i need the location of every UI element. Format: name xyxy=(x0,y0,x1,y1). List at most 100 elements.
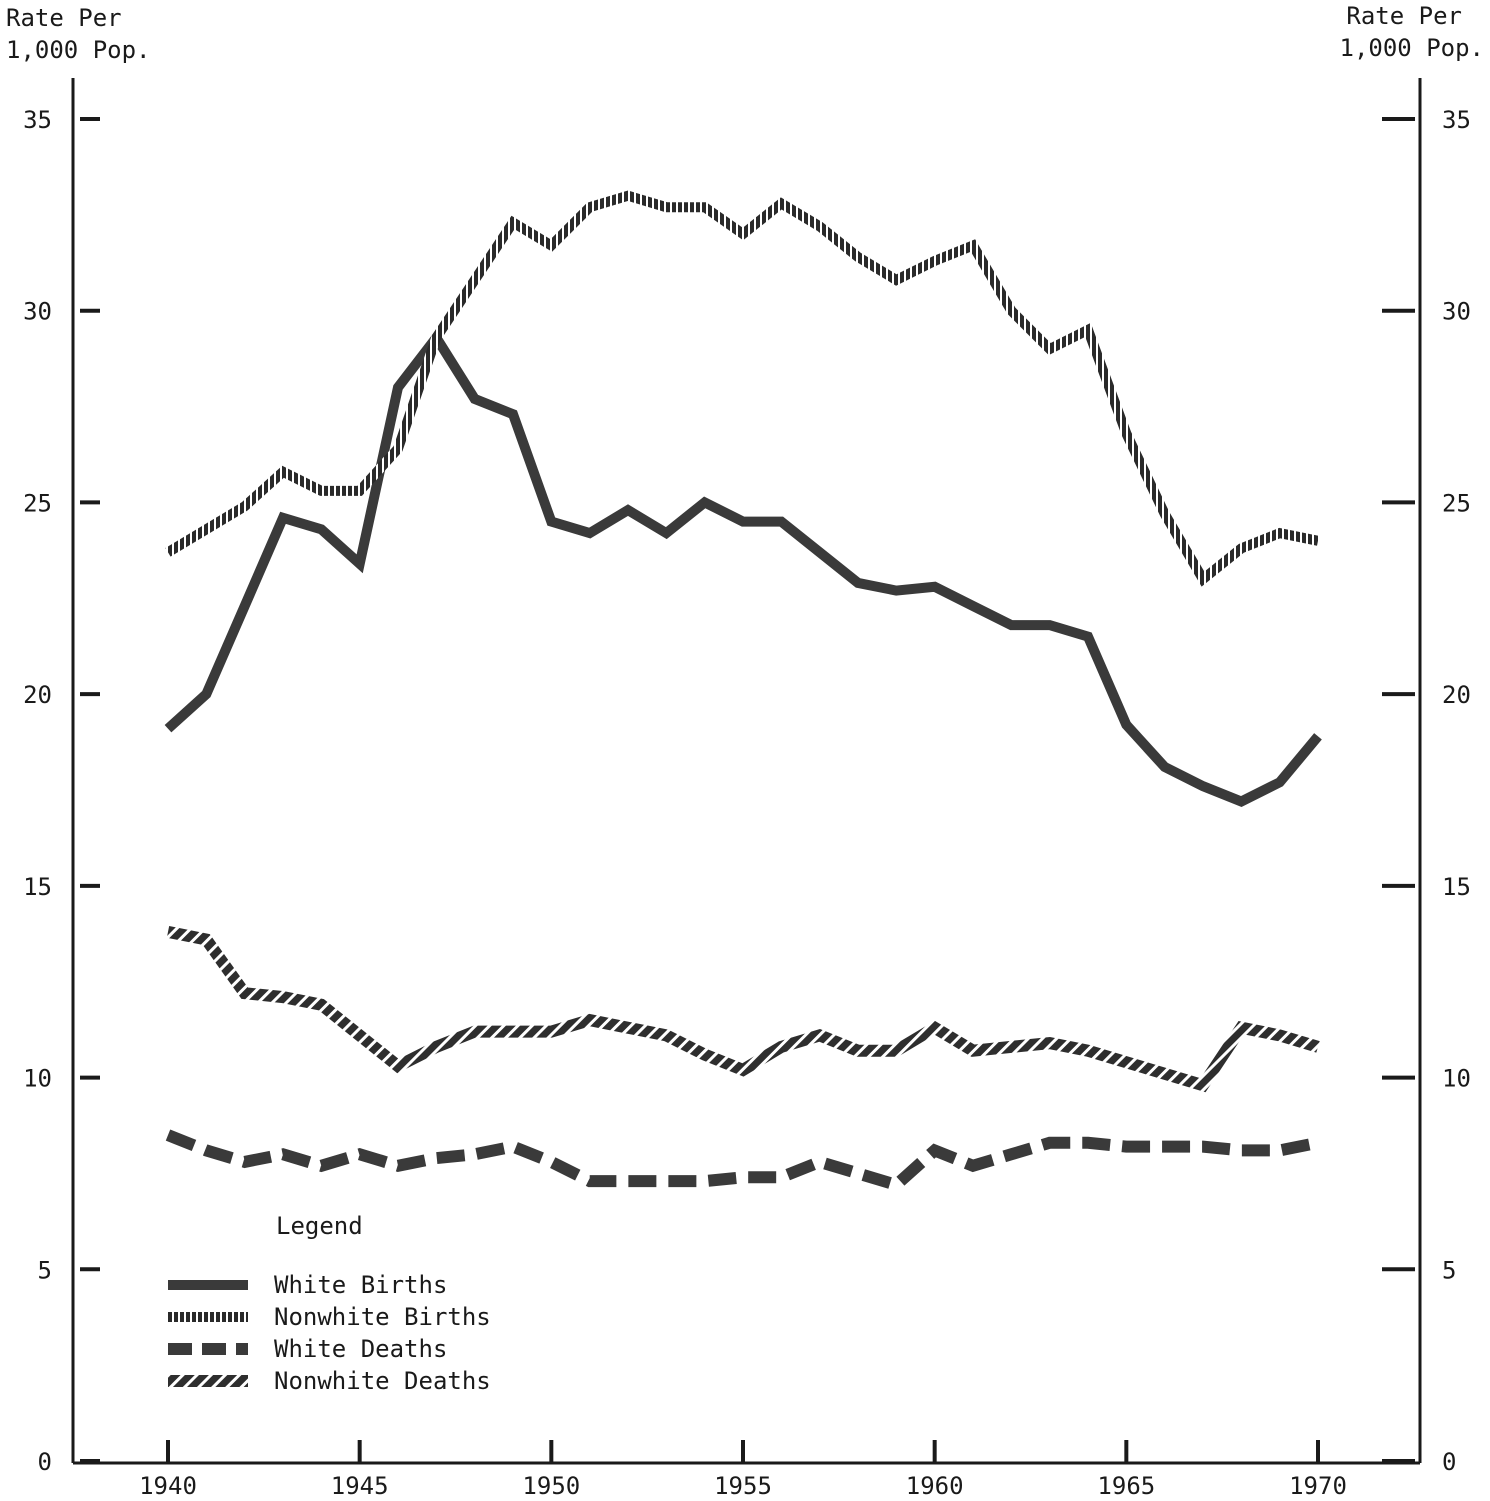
data-point xyxy=(358,1033,362,1037)
data-point xyxy=(319,1164,323,1168)
data-point xyxy=(1124,431,1128,435)
data-point xyxy=(396,447,400,451)
data-point xyxy=(281,995,285,999)
data-point xyxy=(549,1160,553,1164)
data-point xyxy=(894,1049,898,1053)
data-point xyxy=(588,1179,592,1183)
data-point xyxy=(549,520,553,524)
y-tick-label-left: 10 xyxy=(23,1065,52,1093)
data-point xyxy=(473,1152,477,1156)
data-point xyxy=(664,1033,668,1037)
data-point xyxy=(243,604,247,608)
right-axis-label-line1: Rate Per xyxy=(1346,2,1462,30)
data-point xyxy=(1124,1145,1128,1149)
data-point xyxy=(741,232,745,236)
series-line xyxy=(165,1129,1320,1192)
right-axis-label-line2: 1,000 Pop. xyxy=(1340,34,1485,62)
data-point xyxy=(1239,546,1243,550)
data-point xyxy=(396,385,400,389)
data-point xyxy=(319,527,323,531)
data-point xyxy=(396,1064,400,1068)
data-point xyxy=(741,520,745,524)
data-point xyxy=(703,1053,707,1057)
data-point xyxy=(1278,531,1282,535)
data-point xyxy=(549,1030,553,1034)
legend-title: Legend xyxy=(276,1212,363,1240)
y-tick-label-right: 10 xyxy=(1442,1065,1471,1093)
data-point xyxy=(894,1183,898,1187)
data-point xyxy=(1201,577,1205,581)
data-point xyxy=(703,1179,707,1183)
legend-label: Nonwhite Deaths xyxy=(274,1367,491,1395)
data-point xyxy=(626,1026,630,1030)
x-tick-label: 1965 xyxy=(1097,1472,1155,1500)
data-point xyxy=(894,278,898,282)
data-point xyxy=(396,1164,400,1168)
data-point xyxy=(1163,765,1167,769)
x-tick-label: 1960 xyxy=(906,1472,964,1500)
y-tick-label-left: 0 xyxy=(38,1448,52,1476)
data-point xyxy=(856,1049,860,1053)
data-point xyxy=(818,550,822,554)
data-point xyxy=(511,1145,515,1149)
y-tick-label-right: 25 xyxy=(1442,489,1471,517)
data-point xyxy=(933,1148,937,1152)
data-point xyxy=(971,1049,975,1053)
series-nonwhite-births xyxy=(165,190,1319,587)
data-point xyxy=(319,489,323,493)
data-point xyxy=(818,1033,822,1037)
y-tick-label-left: 30 xyxy=(23,298,52,326)
data-point xyxy=(434,1045,438,1049)
data-point xyxy=(1316,734,1320,738)
data-point xyxy=(741,1068,745,1072)
data-point xyxy=(818,224,822,228)
data-point xyxy=(779,520,783,524)
data-point xyxy=(1201,1083,1205,1087)
left-axis-label-line2: 1,000 Pop. xyxy=(6,36,151,64)
data-point xyxy=(588,205,592,209)
data-point xyxy=(434,336,438,340)
data-point xyxy=(1048,1041,1052,1045)
data-point xyxy=(166,930,170,934)
data-point xyxy=(1163,512,1167,516)
data-point xyxy=(1278,1148,1282,1152)
data-point xyxy=(473,1030,477,1034)
data-point xyxy=(588,1018,592,1022)
data-point xyxy=(281,1152,285,1156)
data-point xyxy=(664,1179,668,1183)
data-point xyxy=(626,508,630,512)
y-tick-label-left: 20 xyxy=(23,681,52,709)
data-point xyxy=(1163,1145,1167,1149)
data-point xyxy=(511,221,515,225)
data-point xyxy=(1239,800,1243,804)
series-layer xyxy=(164,190,1322,1192)
y-tick-label-right: 20 xyxy=(1442,681,1471,709)
data-point xyxy=(1009,309,1013,313)
data-point xyxy=(971,244,975,248)
left-axis-label-line1: Rate Per xyxy=(6,4,122,32)
data-point xyxy=(856,581,860,585)
y-tick-label-right: 0 xyxy=(1442,1448,1456,1476)
y-tick-label-left: 5 xyxy=(38,1256,52,1284)
series-white-deaths xyxy=(165,1129,1320,1192)
data-point xyxy=(626,1179,630,1183)
data-point xyxy=(1163,1072,1167,1076)
data-point xyxy=(703,500,707,504)
data-point xyxy=(1009,1045,1013,1049)
series-line xyxy=(165,190,1319,587)
x-tick-label: 1940 xyxy=(139,1472,197,1500)
data-point xyxy=(1048,347,1052,351)
data-point xyxy=(779,1175,783,1179)
data-point xyxy=(1239,1148,1243,1152)
data-point xyxy=(1278,780,1282,784)
data-point xyxy=(779,1045,783,1049)
legend: Legend White Births Nonwhite Births White … xyxy=(168,1212,491,1395)
data-point xyxy=(1316,1045,1320,1049)
legend-label: White Births xyxy=(274,1271,447,1299)
data-point xyxy=(549,244,553,248)
data-point xyxy=(971,604,975,608)
data-point xyxy=(434,1156,438,1160)
legend-label: White Deaths xyxy=(274,1335,447,1363)
y-tick-label-right: 15 xyxy=(1442,873,1471,901)
axis-ticks: 0 0 5 5 10 10 15 15 20 20 25 25 30 30 35 35 1940 1945 1950… xyxy=(23,106,1471,1500)
